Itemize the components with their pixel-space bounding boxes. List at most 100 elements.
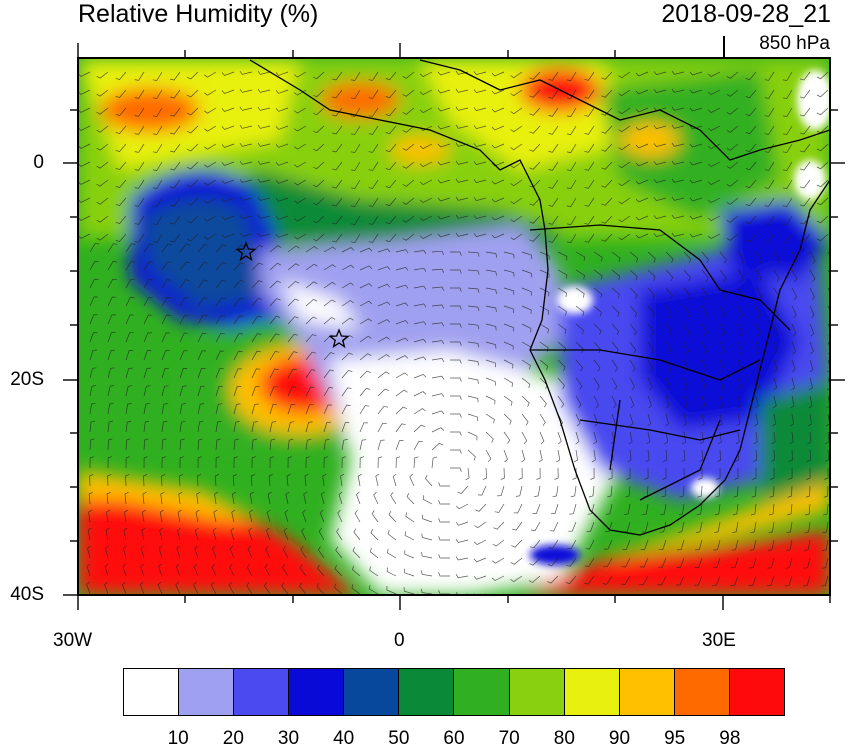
wind-barb xyxy=(78,107,91,113)
wind-barb xyxy=(824,449,829,462)
wind-barb xyxy=(332,197,343,207)
wind-barb xyxy=(115,197,127,207)
colorbar xyxy=(123,668,785,716)
wind-barb xyxy=(122,545,127,559)
wind-barb xyxy=(450,287,462,292)
wind-barb xyxy=(701,323,708,337)
wind-barb xyxy=(575,323,585,335)
wind-barb xyxy=(354,509,361,523)
wind-barb xyxy=(485,251,498,258)
wind-barb xyxy=(152,143,163,153)
wind-barb xyxy=(701,377,706,391)
wind-barb xyxy=(791,323,797,337)
wind-barb xyxy=(359,247,373,253)
wind-barb xyxy=(186,215,199,224)
wind-barb xyxy=(804,539,811,551)
wind-barb xyxy=(467,395,479,403)
wind-barb xyxy=(788,449,793,462)
wind-barb xyxy=(450,467,462,472)
wind-barb xyxy=(437,179,451,184)
wind-barb xyxy=(575,431,580,445)
wind-barb xyxy=(803,575,811,587)
wind-barb xyxy=(431,322,445,327)
wind-barb xyxy=(305,246,318,253)
wind-barb xyxy=(395,372,409,379)
wind-barb xyxy=(312,71,325,80)
wind-barb xyxy=(510,215,523,223)
wind-barb xyxy=(413,285,427,290)
wind-barb xyxy=(359,370,371,379)
wind-barb xyxy=(629,287,638,299)
wind-barb xyxy=(782,179,793,189)
wind-barb xyxy=(647,341,654,354)
wind-barb xyxy=(357,473,362,487)
wind-barb xyxy=(700,413,705,427)
wind-barb xyxy=(152,233,163,243)
wind-barb xyxy=(233,333,244,343)
wind-barb xyxy=(566,215,577,225)
wind-barb xyxy=(593,359,601,372)
wind-barb xyxy=(438,536,450,541)
wind-barb xyxy=(413,356,427,361)
wind-barb xyxy=(204,107,217,114)
wind-barb xyxy=(734,467,739,480)
wind-barb xyxy=(548,89,559,99)
wind-barb xyxy=(369,566,379,577)
wind-barb xyxy=(369,584,379,595)
wind-barb xyxy=(529,107,541,116)
wind-barb xyxy=(193,563,199,577)
wind-barb xyxy=(593,269,603,280)
wind-barb xyxy=(246,582,253,595)
wind-barb xyxy=(257,70,271,75)
map-title: Relative Humidity (%) xyxy=(78,0,319,28)
wind-barb xyxy=(89,367,97,379)
wind-barb xyxy=(115,179,127,189)
wind-barb xyxy=(318,527,325,541)
star-marker-north xyxy=(235,241,257,262)
wind-barb xyxy=(239,214,253,219)
wind-barb xyxy=(566,161,577,171)
wind-barb xyxy=(450,251,462,256)
wind-barb xyxy=(221,125,235,130)
wind-barb xyxy=(257,196,271,201)
wind-barb xyxy=(197,297,208,307)
wind-barb xyxy=(450,431,462,436)
wind-barb xyxy=(511,539,523,548)
wind-barb xyxy=(629,269,638,281)
wind-barb xyxy=(251,333,262,343)
wind-barb xyxy=(467,341,480,348)
wind-barb xyxy=(350,143,361,153)
wind-barb xyxy=(368,71,379,81)
colorbar-swatch xyxy=(454,669,510,715)
wind-barb xyxy=(611,251,621,262)
wind-barb xyxy=(125,367,133,379)
wind-barb xyxy=(601,107,613,116)
wind-barb xyxy=(210,581,217,595)
wind-barb xyxy=(773,323,779,337)
wind-barb xyxy=(494,503,505,513)
wind-barb xyxy=(287,386,297,397)
wind-barb xyxy=(671,70,685,75)
x-label-0: 0 xyxy=(394,630,405,651)
wind-barb xyxy=(161,385,169,397)
wind-barb xyxy=(269,315,281,325)
wind-barb xyxy=(186,107,199,116)
wind-barb xyxy=(503,251,515,259)
colorbar-label: 98 xyxy=(719,728,741,749)
wind-barb xyxy=(134,125,145,135)
wind-barb xyxy=(377,301,391,307)
wind-barb xyxy=(784,575,793,587)
wind-barb xyxy=(368,197,379,207)
wind-barb xyxy=(350,71,361,81)
wind-barb xyxy=(115,107,127,117)
wind-barb xyxy=(548,143,559,153)
wind-barb xyxy=(450,305,462,310)
wind-barb xyxy=(251,438,257,451)
wind-barb xyxy=(406,492,415,505)
wind-barb xyxy=(624,503,631,515)
wind-barb xyxy=(737,377,742,391)
wind-barb xyxy=(293,107,307,114)
wind-barb xyxy=(568,521,577,532)
wind-barb xyxy=(503,269,515,277)
wind-barb xyxy=(305,369,316,379)
